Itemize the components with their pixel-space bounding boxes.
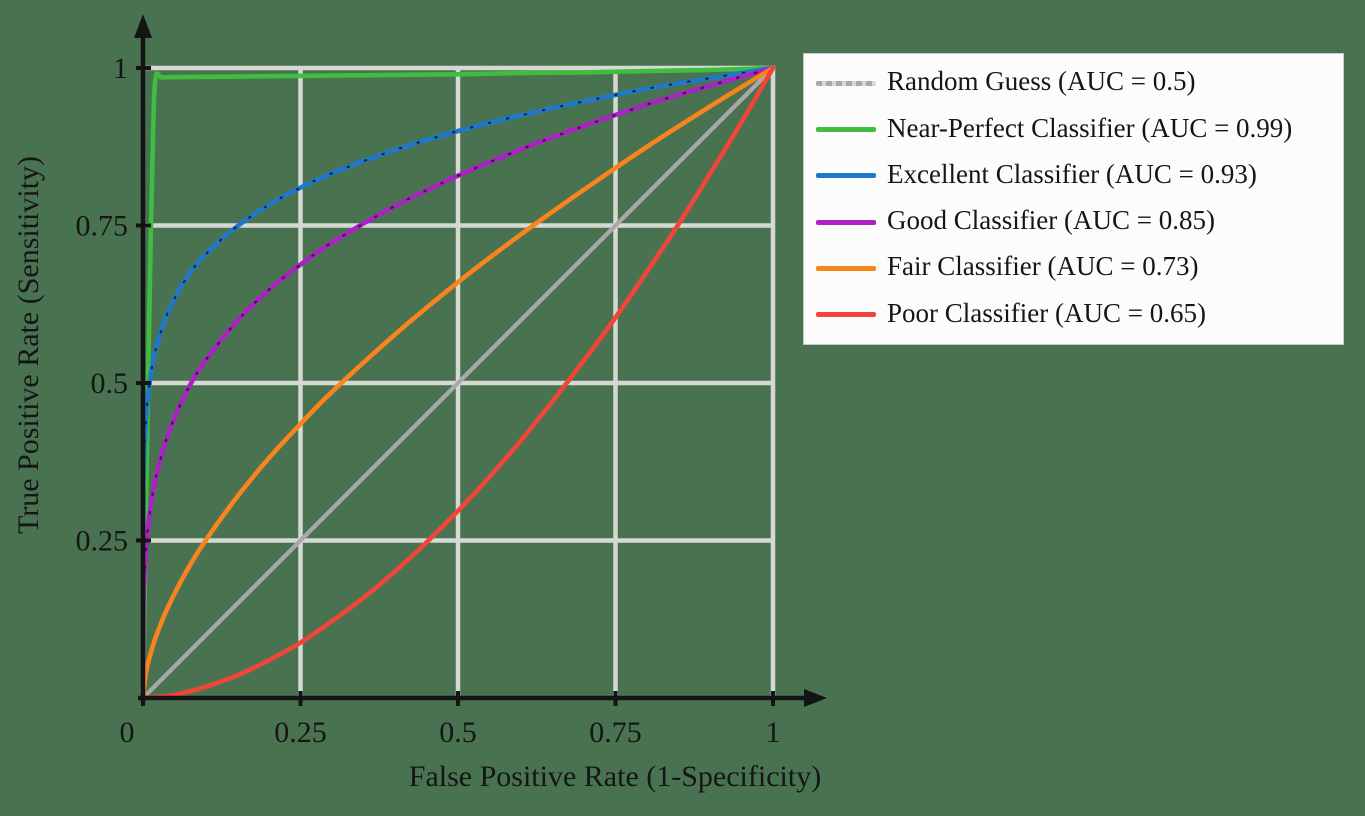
legend-item-good: Good Classifier (AUC = 0.85) (816, 200, 1343, 244)
legend-swatch-poor (816, 312, 876, 318)
x-axis-arrow-icon (804, 689, 827, 707)
curve-poor (140, 65, 776, 701)
y-axis-arrow-icon (134, 14, 152, 38)
x-axis-title: False Positive Rate (1-Specificity) (409, 760, 821, 793)
legend-item-poor: Poor Classifier (AUC = 0.65) (816, 293, 1343, 337)
legend-item-near-perfect: Near-Perfect Classifier (AUC = 0.99) (816, 108, 1343, 152)
legend-item-excellent: Excellent Classifier (AUC = 0.93) (816, 154, 1343, 198)
x-tick-label: 0.5 (439, 716, 477, 749)
legend-label: Excellent Classifier (AUC = 0.93) (887, 158, 1257, 189)
legend-swatch-fair (816, 265, 876, 271)
curve-random-guess (140, 65, 776, 701)
legend-label: Near-Perfect Classifier (AUC = 0.99) (887, 112, 1293, 143)
legend-swatch-excellent (816, 173, 876, 179)
legend-item-random-guess: Random Guess (AUC = 0.5) (816, 61, 1343, 105)
legend-swatch-near-perfect (816, 127, 876, 133)
legend-label: Fair Classifier (AUC = 0.73) (887, 251, 1199, 282)
y-tick-label: 0.25 (76, 525, 129, 558)
y-tick-label: 0.75 (76, 210, 129, 243)
legend-swatch-good (816, 219, 876, 225)
legend-label: Good Classifier (AUC = 0.85) (887, 205, 1215, 236)
x-tick-label: 0.25 (274, 716, 327, 749)
origin-tick-label: 0 (120, 716, 135, 749)
y-tick-label: 0.5 (91, 367, 129, 400)
legend-item-fair: Fair Classifier (AUC = 0.73) (816, 246, 1343, 290)
curve-fair (140, 65, 776, 701)
legend-swatch-random-guess (816, 80, 876, 86)
legend-label: Random Guess (AUC = 0.5) (887, 66, 1196, 97)
y-tick-label: 1 (113, 52, 128, 85)
curve-good-dot-markers (141, 66, 775, 700)
y-axis-title: True Positive Rate (Sensitivity) (12, 156, 45, 534)
x-tick-label: 1 (766, 716, 781, 749)
x-tick-label: 0.75 (589, 716, 642, 749)
legend-label: Poor Classifier (AUC = 0.65) (887, 297, 1206, 328)
legend: Random Guess (AUC = 0.5) Near-Perfect Cla… (803, 53, 1344, 345)
